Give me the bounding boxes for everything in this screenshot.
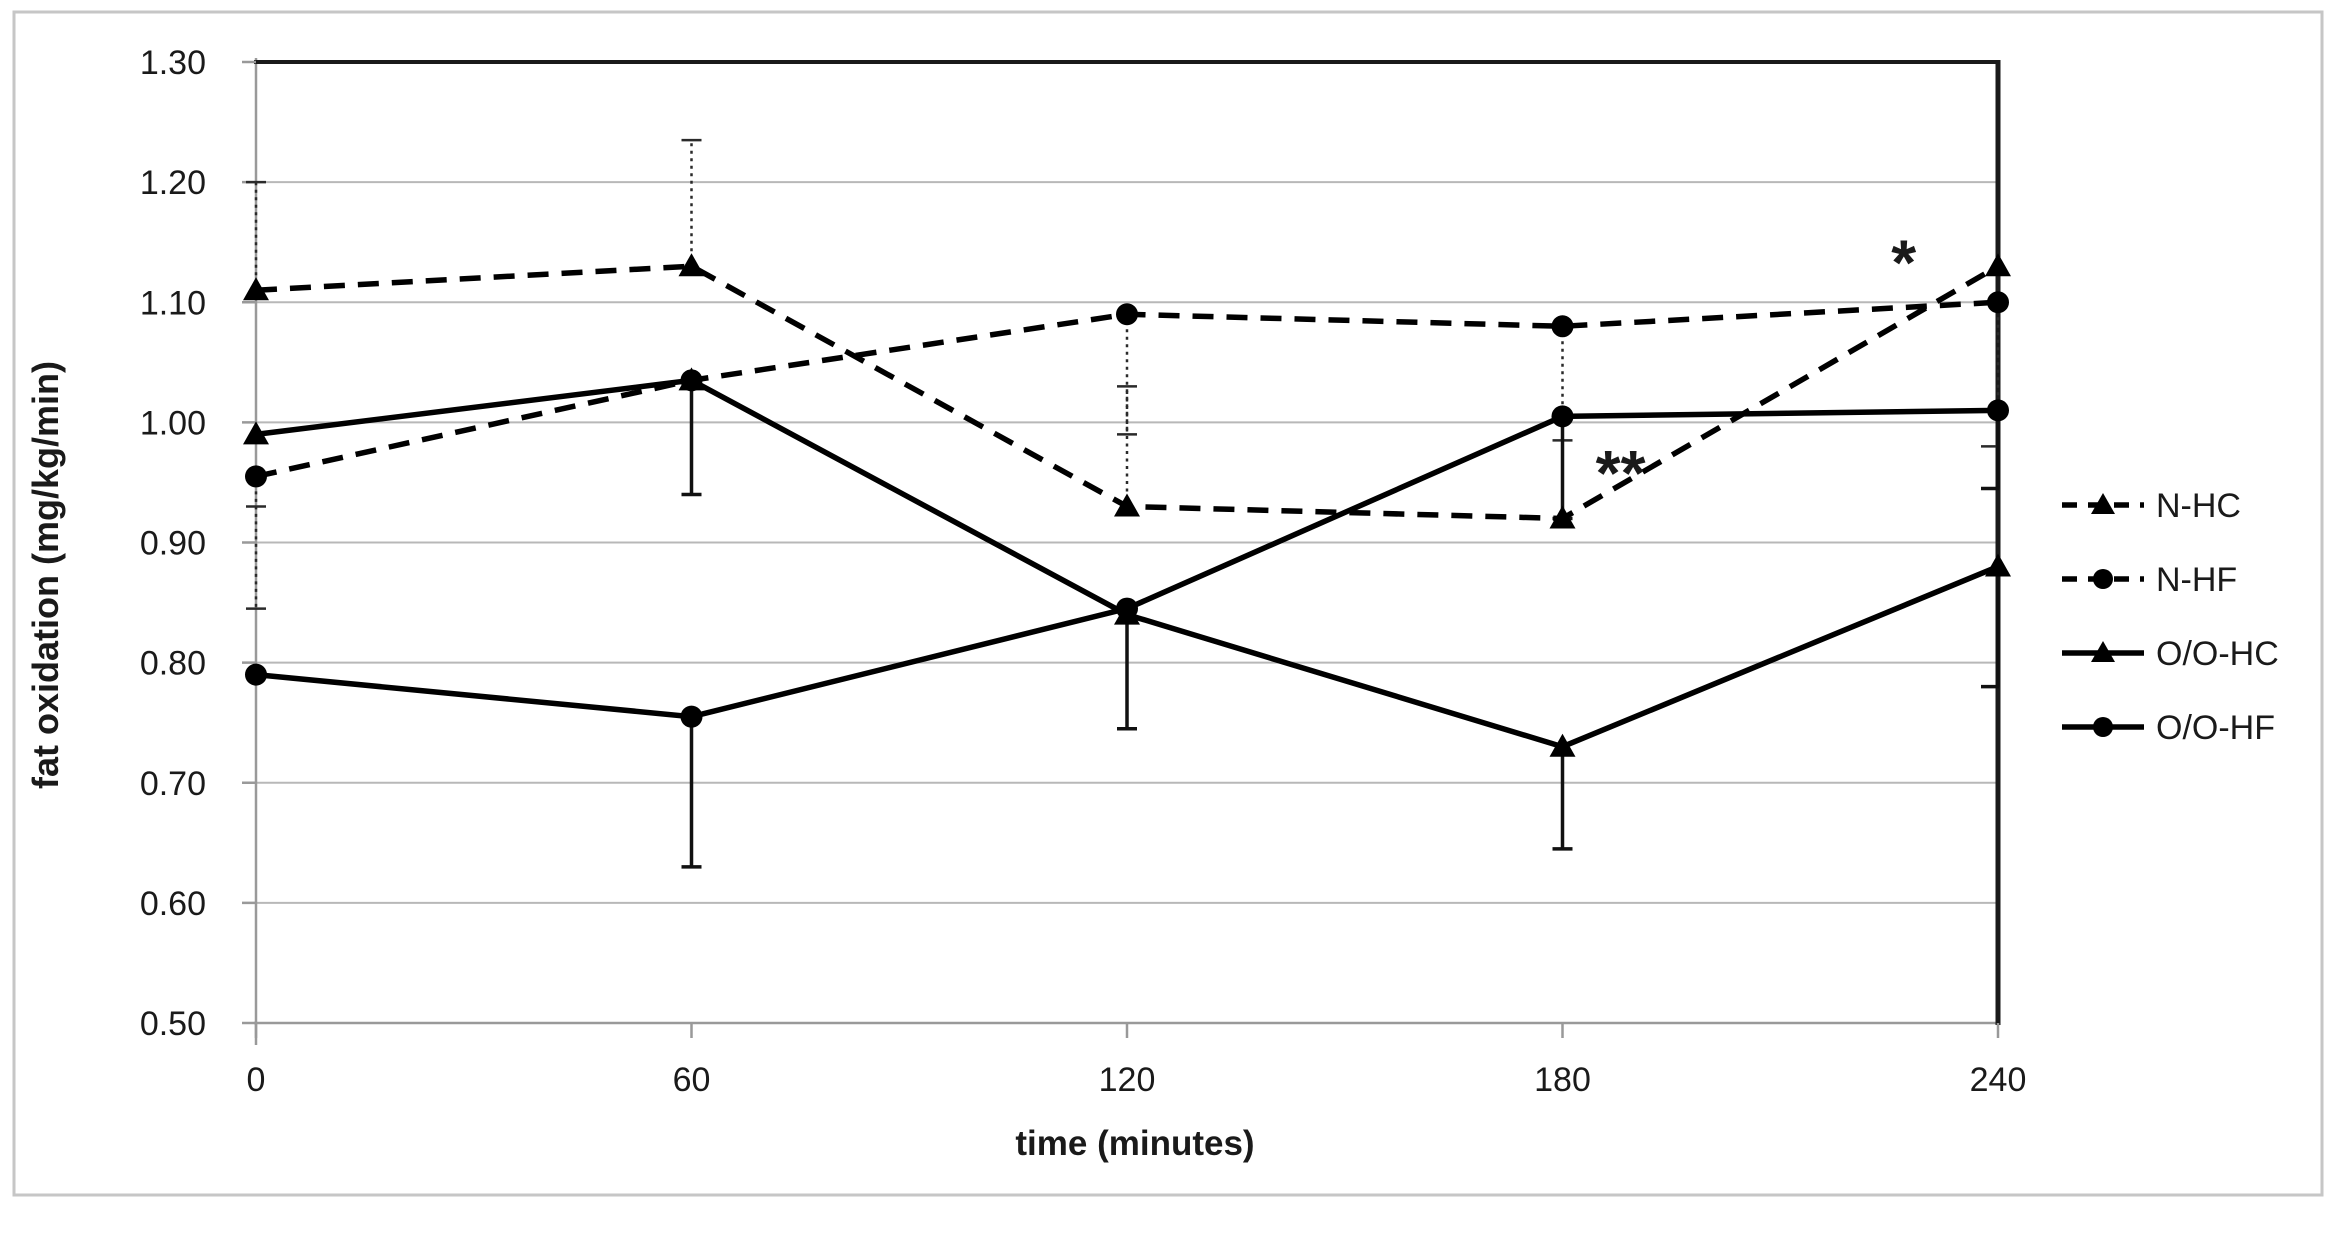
legend-label: N-HF — [2156, 561, 2237, 599]
marker-triangle-N-HC — [678, 253, 705, 277]
y-tick-label: 0.90 — [140, 525, 206, 563]
marker-circle-O/O-HF — [245, 663, 267, 686]
x-tick-label: 120 — [1099, 1061, 1156, 1099]
gridlines — [256, 181, 1998, 904]
error-bar — [1981, 566, 2000, 689]
marker-triangle-N-HC — [1549, 505, 1576, 529]
legend-item-N-HC: N-HC — [2062, 487, 2241, 525]
x-tick-label: 60 — [673, 1061, 711, 1099]
legend-label: O/O-HF — [2156, 709, 2275, 747]
y-tick-label: 1.20 — [140, 164, 206, 202]
legend: N-HC N-HF O/O-HC O/O-HF — [2062, 487, 2279, 747]
marker-circle-O/O-HF — [1551, 405, 1574, 428]
error-bar — [1552, 416, 1573, 521]
marker-circle-N-HF — [1116, 303, 1138, 326]
legend-marker-triangle — [2091, 641, 2115, 662]
marker-triangle-O/O-HC — [1985, 553, 2011, 577]
y-tick-label: 0.80 — [140, 645, 206, 683]
x-tick-label: 0 — [247, 1061, 266, 1099]
error-bar — [681, 380, 702, 497]
x-tick-label: 180 — [1534, 1061, 1591, 1099]
marker-circle-O/O-HF — [680, 705, 703, 728]
error-bar — [1117, 314, 1137, 436]
error-bar — [246, 180, 266, 291]
error-bars — [246, 138, 2000, 869]
y-tick-label: 0.50 — [140, 1005, 206, 1043]
marker-circle-N-HF — [1551, 315, 1574, 338]
legend-marker-circle — [2093, 717, 2113, 737]
marker-circle-O/O-HF — [1987, 399, 2009, 422]
error-bar — [246, 476, 266, 610]
y-axis-title: fat oxidation (mg/kg/min) — [25, 361, 66, 789]
y-tick-label: 0.60 — [140, 885, 206, 923]
marker-triangle-N-HC — [1114, 493, 1140, 517]
marker-triangle-N-HC — [243, 277, 269, 301]
marker-triangle-O/O-HC — [1549, 733, 1576, 757]
error-bar — [1981, 410, 2000, 491]
x-axis-title: time (minutes) — [1015, 1124, 1254, 1163]
tick-labels: 0.50 0.60 0.70 0.80 0.90 1.00 1.10 1.20 1.30 0 60 1… — [140, 44, 2027, 1099]
outer-border — [12, 10, 2324, 1197]
legend-item-N-HF: N-HF — [2062, 561, 2237, 599]
legend-marker-circle — [2093, 569, 2113, 589]
y-tick-label: 1.10 — [140, 284, 206, 322]
y-tick-label: 0.70 — [140, 765, 206, 803]
legend-label: O/O-HC — [2156, 635, 2279, 673]
axes — [242, 58, 2001, 1045]
error-bar — [681, 138, 702, 267]
series-markers — [243, 253, 2011, 757]
error-bar — [1117, 608, 1137, 731]
legend-item-O/O-HF: O/O-HF — [2062, 709, 2275, 747]
marker-triangle-O/O-HC — [678, 367, 705, 391]
marker-triangle-O/O-HC — [243, 421, 269, 445]
y-tick-label: 1.30 — [140, 44, 206, 82]
marker-circle-O/O-HF — [1116, 597, 1138, 620]
marker-triangle-N-HC — [1985, 253, 2011, 277]
significance-asterisk: ** — [1596, 437, 1646, 509]
x-tick-label: 240 — [1970, 1061, 2027, 1099]
error-bar — [1552, 746, 1573, 851]
legend-item-O/O-HC: O/O-HC — [2062, 635, 2279, 673]
legend-label: N-HC — [2156, 487, 2241, 525]
marker-circle-N-HF — [1987, 291, 2009, 314]
legend-marker-triangle — [2091, 493, 2115, 514]
significance-asterisk: * — [1891, 227, 1916, 299]
annotations: *** — [1596, 227, 1917, 509]
marker-circle-N-HF — [245, 465, 267, 488]
y-tick-label: 1.00 — [140, 404, 206, 442]
error-bar — [681, 716, 702, 869]
